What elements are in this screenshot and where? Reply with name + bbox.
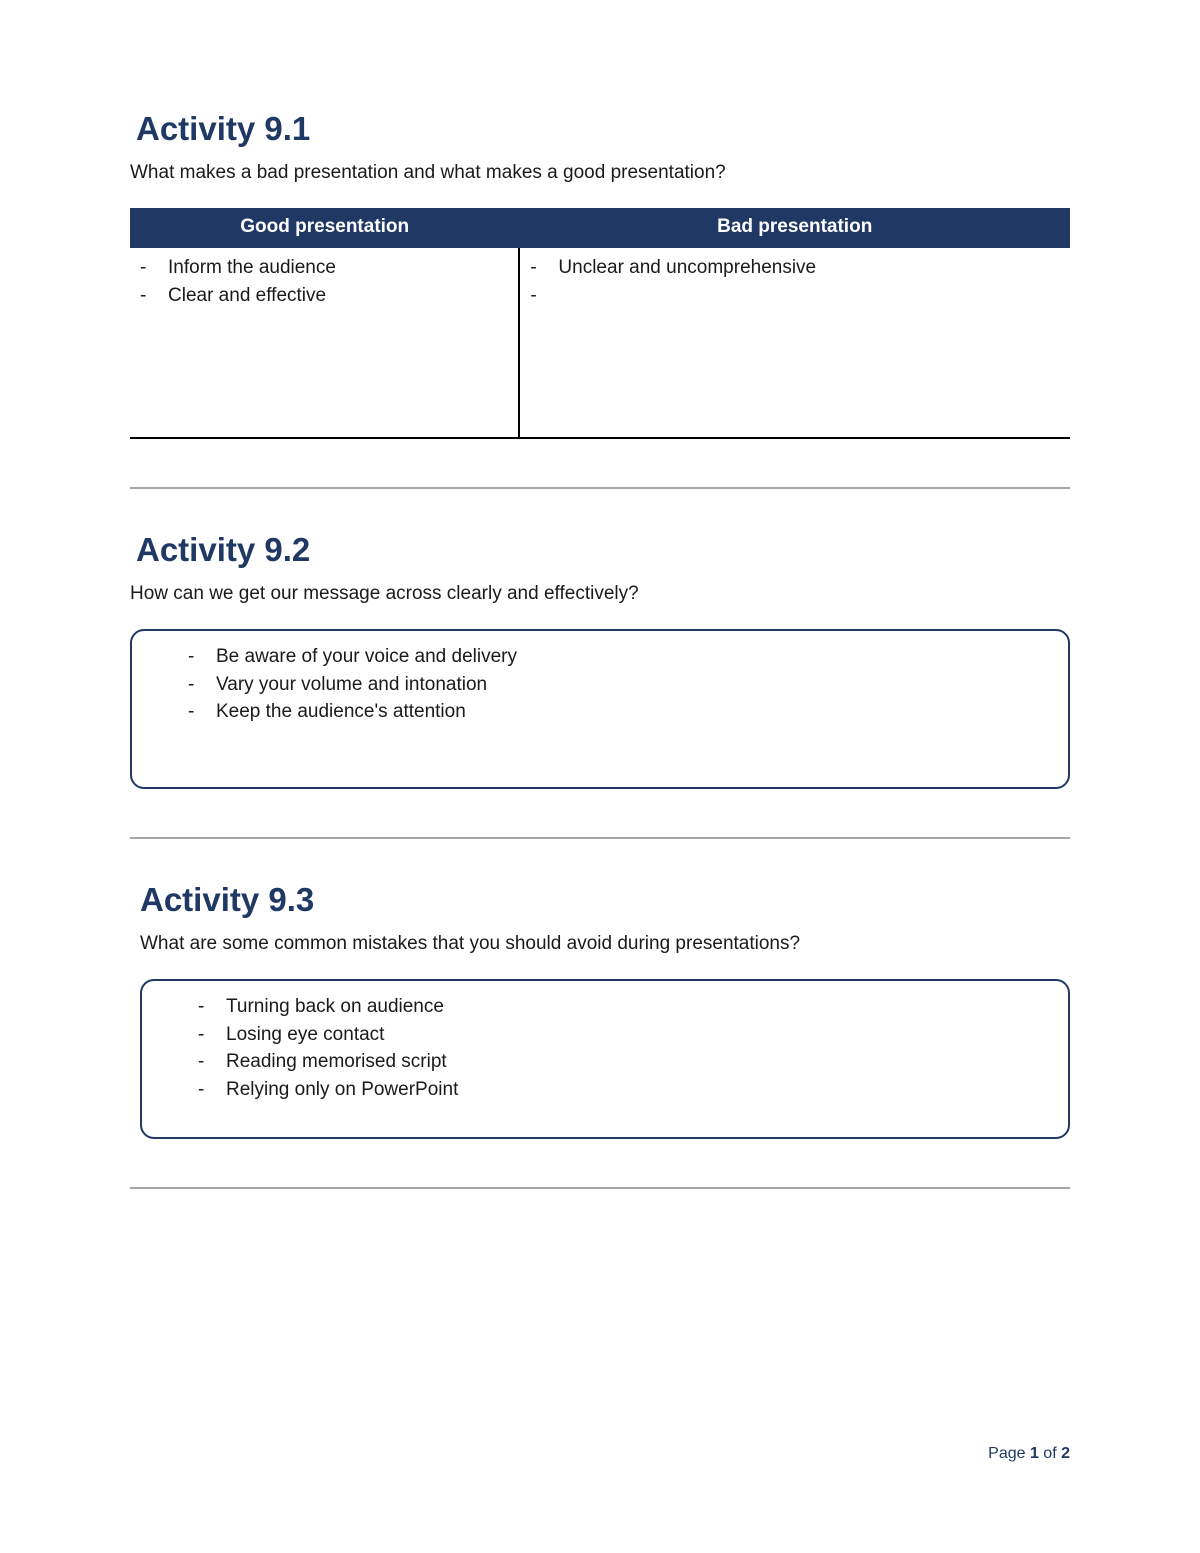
col-header-good: Good presentation <box>130 208 519 248</box>
bad-cell: -Unclear and uncomprehensive - <box>519 248 1070 438</box>
col-header-bad: Bad presentation <box>519 208 1070 248</box>
activity-2-heading: Activity 9.2 <box>130 531 1070 569</box>
list-item: -Turning back on audience <box>168 993 1042 1021</box>
section-divider <box>130 487 1070 489</box>
list-item: -Clear and effective <box>140 282 508 310</box>
list-item: -Relying only on PowerPoint <box>168 1076 1042 1104</box>
footer-current: 1 <box>1030 1445 1039 1462</box>
list-item: -Losing eye contact <box>168 1021 1042 1049</box>
a2-item-1: Vary your volume and intonation <box>216 671 487 699</box>
section-divider <box>130 1187 1070 1189</box>
activity-3-answer-box: -Turning back on audience -Losing eye co… <box>140 979 1070 1139</box>
activity-2-answer-box: -Be aware of your voice and delivery -Va… <box>130 629 1070 789</box>
a3-item-1: Losing eye contact <box>226 1021 384 1049</box>
footer-prefix: Page <box>988 1445 1030 1462</box>
a3-item-0: Turning back on audience <box>226 993 444 1021</box>
list-item: -Unclear and uncomprehensive <box>530 254 1060 282</box>
bad-item-0: Unclear and uncomprehensive <box>558 254 816 282</box>
good-cell: -Inform the audience -Clear and effectiv… <box>130 248 519 438</box>
activity-1-heading: Activity 9.1 <box>130 110 1070 148</box>
activity-3-heading: Activity 9.3 <box>130 881 1070 919</box>
list-item: - <box>530 282 1060 310</box>
a3-item-2: Reading memorised script <box>226 1048 447 1076</box>
footer-total: 2 <box>1061 1445 1070 1462</box>
document-page: Activity 9.1 What makes a bad presentati… <box>0 0 1200 1553</box>
activity-1-prompt: What makes a bad presentation and what m… <box>130 162 1070 184</box>
good-item-1: Clear and effective <box>168 282 326 310</box>
list-item: -Be aware of your voice and delivery <box>158 643 1042 671</box>
list-item: -Vary your volume and intonation <box>158 671 1042 699</box>
activity-2-prompt: How can we get our message across clearl… <box>130 583 1070 605</box>
page-footer: Page 1 of 2 <box>988 1445 1070 1463</box>
a2-item-0: Be aware of your voice and delivery <box>216 643 517 671</box>
table-body-row: -Inform the audience -Clear and effectiv… <box>130 248 1070 438</box>
footer-of: of <box>1039 1445 1061 1462</box>
a3-item-3: Relying only on PowerPoint <box>226 1076 458 1104</box>
activity-3-prompt: What are some common mistakes that you s… <box>130 933 1070 955</box>
table-header-row: Good presentation Bad presentation <box>130 208 1070 248</box>
list-item: -Reading memorised script <box>168 1048 1042 1076</box>
list-item: -Inform the audience <box>140 254 508 282</box>
a2-item-2: Keep the audience's attention <box>216 698 466 726</box>
list-item: -Keep the audience's attention <box>158 698 1042 726</box>
good-item-0: Inform the audience <box>168 254 336 282</box>
activity-1-table: Good presentation Bad presentation -Info… <box>130 208 1070 439</box>
section-divider <box>130 837 1070 839</box>
